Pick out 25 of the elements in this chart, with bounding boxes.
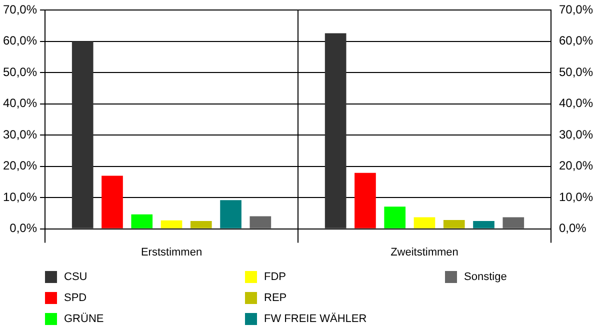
- y2-tick-label: 10,0%: [558, 190, 594, 204]
- y-tick-label: 50,0%: [2, 64, 38, 79]
- y-tick-label: 60,0%: [2, 34, 38, 48]
- y2-tick-label: 0,0%: [558, 221, 587, 236]
- y2-tick-label: 40,0%: [558, 96, 594, 110]
- y-tick-label: 10,0%: [2, 190, 38, 204]
- y-tick-label: 0,0%: [10, 221, 38, 236]
- legend-label: FW FREIE WÄHLER: [264, 312, 367, 324]
- legend-label: FDP: [264, 270, 286, 282]
- legend-label: SPD: [64, 292, 87, 304]
- y2-tick-label: 70,0%: [558, 2, 594, 17]
- y-tick-label: 40,0%: [2, 96, 38, 110]
- y-tick-label: 20,0%: [2, 158, 38, 173]
- y2-tick-label: 50,0%: [558, 64, 594, 79]
- y2-tick-label: 30,0%: [558, 127, 594, 142]
- x-tick-label: Zweitstimmen: [390, 246, 458, 258]
- legend-label: GRÜNE: [64, 312, 104, 324]
- y-tick-label: 70,0%: [2, 2, 38, 17]
- legend-label: Sonstige: [464, 270, 507, 282]
- legend-label: CSU: [64, 270, 88, 282]
- y2-tick-label: 20,0%: [558, 158, 594, 173]
- y-tick-label: 30,0%: [2, 127, 38, 142]
- legend-label: REP: [264, 292, 287, 304]
- y2-tick-label: 60,0%: [558, 34, 594, 48]
- x-tick-label: Erststimmen: [140, 246, 202, 258]
